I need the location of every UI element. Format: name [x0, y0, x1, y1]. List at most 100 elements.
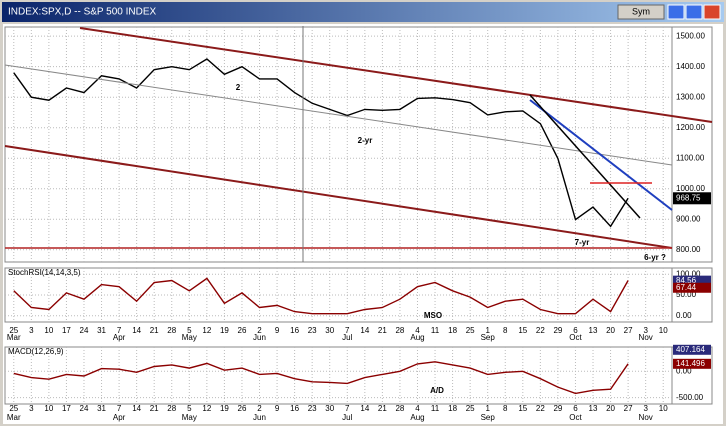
x-tick-label: 2 — [257, 404, 262, 413]
y-tick-label: 0.00 — [676, 311, 692, 320]
y-tick-label: 800.00 — [676, 245, 701, 254]
x-tick-label: 12 — [202, 326, 211, 335]
x-tick-label: 7 — [345, 326, 350, 335]
x-tick-label: 17 — [62, 404, 71, 413]
annotation: 2 — [236, 83, 241, 92]
x-tick-label: 27 — [624, 404, 633, 413]
last-value-label: 968.75 — [676, 193, 701, 202]
x-tick-label: 7 — [345, 404, 350, 413]
x-tick-label: 3 — [643, 404, 648, 413]
x-tick-label: 24 — [80, 404, 89, 413]
last-value-label: 84.56 — [676, 276, 697, 285]
last-value-label: 407.164 — [676, 345, 705, 354]
x-month-label: Sep — [481, 333, 496, 342]
y-tick-label: 1100.00 — [676, 153, 705, 162]
x-month-label: Nov — [639, 413, 653, 422]
x-tick-label: 21 — [378, 404, 387, 413]
chart-area — [3, 24, 723, 424]
x-tick-label: 18 — [448, 404, 457, 413]
y-tick-label: 100.00 — [676, 269, 701, 278]
x-tick-label: 21 — [378, 326, 387, 335]
x-tick-label: 20 — [606, 404, 615, 413]
x-tick-label: 27 — [624, 326, 633, 335]
x-tick-label: 13 — [589, 326, 598, 335]
last-value-box — [673, 358, 711, 369]
x-tick-label: 5 — [187, 326, 192, 335]
x-tick-label: 19 — [220, 404, 229, 413]
last-value-label: 67.44 — [676, 283, 697, 292]
y-tick-label: 1400.00 — [676, 62, 705, 71]
close-button[interactable] — [703, 4, 721, 20]
x-tick-label: 16 — [290, 326, 299, 335]
x-tick-label: 28 — [395, 404, 404, 413]
panel-title: StochRSI(14,14,3,5) — [8, 268, 81, 277]
x-tick-label: 8 — [503, 326, 508, 335]
last-value-box — [673, 275, 711, 286]
x-tick-label: 24 — [80, 326, 89, 335]
last-value-box — [673, 282, 711, 293]
x-tick-label: 30 — [325, 404, 334, 413]
x-tick-label: 7 — [117, 404, 122, 413]
y-tick-label: 1500.00 — [676, 31, 705, 40]
panel — [4, 26, 713, 263]
x-tick-label: 17 — [62, 326, 71, 335]
sym-button-label[interactable]: Sym — [632, 6, 650, 16]
x-tick-label: 9 — [275, 404, 280, 413]
sym-button[interactable] — [617, 4, 665, 20]
maximize-button[interactable] — [685, 4, 703, 20]
channel-line — [4, 145, 673, 249]
x-tick-label: 3 — [29, 326, 34, 335]
x-tick-label: 19 — [220, 326, 229, 335]
x-tick-label: 28 — [167, 404, 176, 413]
minimize-button[interactable] — [667, 4, 685, 20]
x-tick-label: 4 — [415, 404, 420, 413]
x-tick-label: 13 — [589, 404, 598, 413]
last-value-box — [673, 192, 711, 205]
x-tick-label: 10 — [659, 404, 668, 413]
x-month-label: Jul — [342, 413, 352, 422]
x-tick-label: 6 — [573, 404, 578, 413]
series-line — [13, 58, 629, 228]
x-month-label: Mar — [7, 413, 21, 422]
series-line — [13, 361, 629, 395]
x-month-label: Oct — [569, 333, 582, 342]
x-tick-label: 1 — [485, 326, 490, 335]
x-tick-label: 3 — [643, 326, 648, 335]
annotation: 6-yr ? — [644, 253, 666, 262]
x-month-label: Jun — [253, 413, 266, 422]
x-tick-label: 25 — [9, 404, 18, 413]
x-tick-label: 8 — [503, 404, 508, 413]
x-tick-label: 10 — [44, 404, 53, 413]
last-value-box — [673, 344, 711, 355]
x-tick-label: 21 — [150, 404, 159, 413]
x-month-label: May — [182, 413, 197, 422]
x-tick-label: 25 — [9, 326, 18, 335]
x-month-label: Sep — [481, 413, 496, 422]
y-tick-label: 1200.00 — [676, 123, 705, 132]
x-tick-label: 30 — [325, 326, 334, 335]
series-line — [13, 277, 629, 315]
x-tick-label: 26 — [238, 404, 247, 413]
x-tick-label: 15 — [518, 404, 527, 413]
x-tick-label: 7 — [117, 326, 122, 335]
x-tick-label: 12 — [202, 404, 211, 413]
annotation: 7-yr — [575, 238, 590, 247]
y-tick-label: 1000.00 — [676, 184, 705, 193]
x-tick-label: 15 — [518, 326, 527, 335]
x-tick-label: 18 — [448, 326, 457, 335]
x-tick-label: 9 — [275, 326, 280, 335]
annotation: 2-yr — [358, 136, 373, 145]
x-tick-label: 31 — [97, 326, 106, 335]
x-tick-label: 6 — [573, 326, 578, 335]
y-tick-label: 50.00 — [676, 290, 697, 299]
x-month-label: Aug — [410, 333, 424, 342]
x-tick-label: 21 — [150, 326, 159, 335]
x-tick-label: 11 — [431, 326, 440, 335]
x-tick-label: 2 — [257, 326, 262, 335]
channel-line — [79, 27, 713, 123]
x-tick-label: 4 — [415, 326, 420, 335]
x-tick-label: 3 — [29, 404, 34, 413]
y-tick-label: -500.00 — [676, 393, 704, 402]
y-tick-label: 900.00 — [676, 214, 701, 223]
